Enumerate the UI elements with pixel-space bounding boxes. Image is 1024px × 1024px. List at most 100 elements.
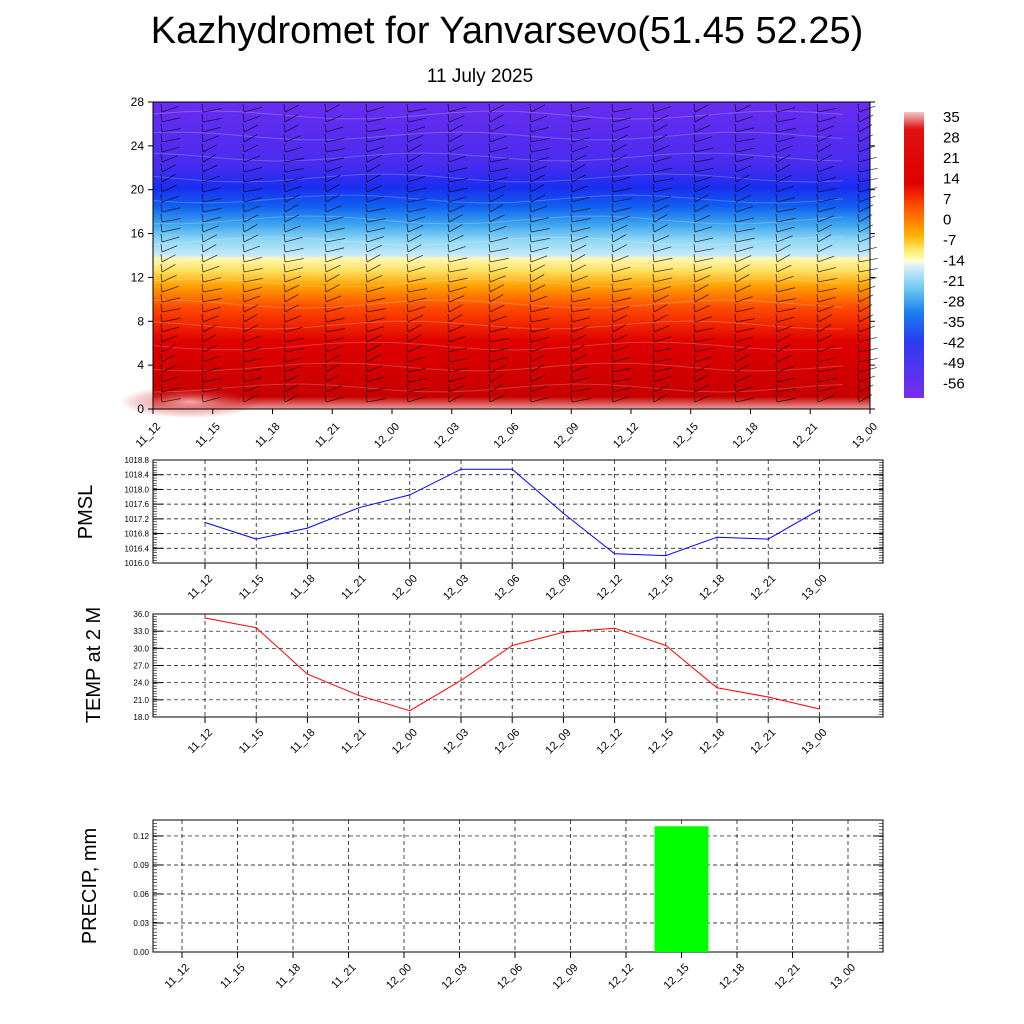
wind-barb-flag <box>611 393 614 403</box>
wind-barb-shaft <box>735 364 750 373</box>
wind-barb-shaft <box>612 277 632 283</box>
wind-barb-flag <box>324 333 327 343</box>
wind-barb-shaft <box>735 156 754 163</box>
wind-barb-flag <box>652 213 655 223</box>
wind-barb-flag <box>406 283 409 293</box>
wind-barb-flag <box>201 133 204 143</box>
wind-barb-flag <box>611 353 614 363</box>
wind-barb-flag <box>857 343 860 353</box>
wind-barb-shaft <box>612 176 631 183</box>
wind-barb-flag <box>857 173 860 183</box>
wind-barb-flag <box>570 353 573 363</box>
wind-barb-shaft <box>407 277 427 283</box>
wind-barb-flag <box>488 253 491 263</box>
wind-barb-flag <box>160 183 163 193</box>
wind-barb-flag <box>816 363 819 373</box>
wind-barb-shaft <box>571 227 590 233</box>
wind-barb-flag <box>201 233 204 243</box>
wind-barb-flag <box>447 263 450 273</box>
wind-barb-shaft <box>858 156 877 163</box>
wind-barb-shaft <box>407 396 426 403</box>
wind-barb-flag <box>816 133 819 143</box>
wind-barb-flag <box>201 283 204 293</box>
wind-barb-flag <box>242 213 245 223</box>
wind-barb-flag <box>324 353 327 363</box>
wind-barb-flag <box>447 343 450 353</box>
wind-barb-flag <box>693 153 696 163</box>
wind-barb-flag <box>488 233 491 243</box>
wind-barb-flag <box>857 133 860 143</box>
wind-barb-flag <box>775 223 778 233</box>
wind-barb-shaft <box>776 397 796 403</box>
wind-barb-flag <box>242 103 245 113</box>
wind-barb-flag <box>529 193 532 203</box>
x-tick-label: 12_09 <box>543 727 573 757</box>
wind-barb-flag <box>242 133 245 143</box>
wind-barb-flag <box>652 113 655 123</box>
wind-barb-shaft <box>161 117 181 123</box>
wind-barb-shaft <box>243 205 261 213</box>
wind-barb-flag <box>242 383 245 393</box>
wind-barb-shaft <box>448 234 464 243</box>
wind-barb-shaft <box>653 214 668 223</box>
colorbar: 35 28 21 14 7 0 -7 -14 -21 -28 -35 -42 -49 -56 <box>904 109 965 398</box>
wind-barb-flag <box>816 343 819 353</box>
wind-barb-shaft <box>366 326 384 333</box>
wind-barb-shaft <box>530 374 546 383</box>
wind-barb-shaft <box>530 217 549 223</box>
wind-barb-shaft <box>407 117 427 123</box>
wind-barb-shaft <box>530 354 546 363</box>
wind-barb-shaft <box>817 108 837 113</box>
wind-barb-shaft <box>571 208 591 213</box>
wind-barb-flag <box>242 263 245 273</box>
wind-barb-flag <box>529 183 532 193</box>
wind-barb-flag <box>447 333 450 343</box>
wind-barb-shaft <box>161 308 181 313</box>
wind-barb-shaft <box>448 246 466 253</box>
heatmap-x-tick-label: 12_12 <box>611 421 641 451</box>
wind-barb-flag <box>160 173 163 183</box>
wind-barb-flag <box>652 383 655 393</box>
wind-barb-flag <box>570 233 573 243</box>
wind-barb-flag <box>652 123 655 133</box>
wind-barb-flag <box>611 213 614 223</box>
wind-barb-flag <box>406 323 409 333</box>
heatmap-x-tick-label: 12_09 <box>551 421 581 451</box>
wind-barb-shaft <box>243 245 261 253</box>
wind-barb-flag <box>160 313 163 323</box>
wind-barb-flag <box>857 323 860 333</box>
wind-barb-flag <box>201 163 204 173</box>
wind-barb-shaft <box>161 137 181 143</box>
series-point <box>511 644 513 647</box>
wind-barb-flag <box>734 113 737 123</box>
wind-barb-shaft <box>448 257 468 263</box>
wind-barb-shaft <box>530 336 549 343</box>
wind-barb-flag <box>775 353 778 363</box>
wind-barb-flag <box>242 203 245 213</box>
wind-barb-flag <box>406 343 409 353</box>
wind-barb-flag <box>816 353 819 363</box>
wind-barb-shaft <box>325 385 342 393</box>
y-tick-label: 0.09 <box>133 861 149 870</box>
wind-barb-shaft <box>325 354 341 363</box>
wind-barb-shaft <box>653 187 673 193</box>
wind-barb-shaft <box>161 236 180 243</box>
colorbar-label: 14 <box>943 171 960 188</box>
wind-barb-flag <box>488 173 491 183</box>
wind-barb-shaft <box>284 275 302 283</box>
wind-barb-shaft <box>694 226 713 233</box>
wind-barb-shaft <box>448 124 463 133</box>
wind-barb-flag <box>324 163 327 173</box>
wind-barb-shaft <box>776 107 796 113</box>
wind-barb-shaft <box>325 256 343 263</box>
wind-barb-flag <box>529 313 532 323</box>
wind-barb-shaft <box>489 356 508 363</box>
wind-barb-flag <box>775 253 778 263</box>
wind-barb-flag <box>775 303 778 313</box>
wind-barb-shaft <box>858 367 877 373</box>
wind-barb-flag <box>693 263 696 273</box>
wind-barb-shaft <box>448 324 464 333</box>
wind-barb-shaft <box>612 345 629 353</box>
wind-barb-shaft <box>694 395 711 403</box>
wind-barb-shaft <box>325 317 345 323</box>
